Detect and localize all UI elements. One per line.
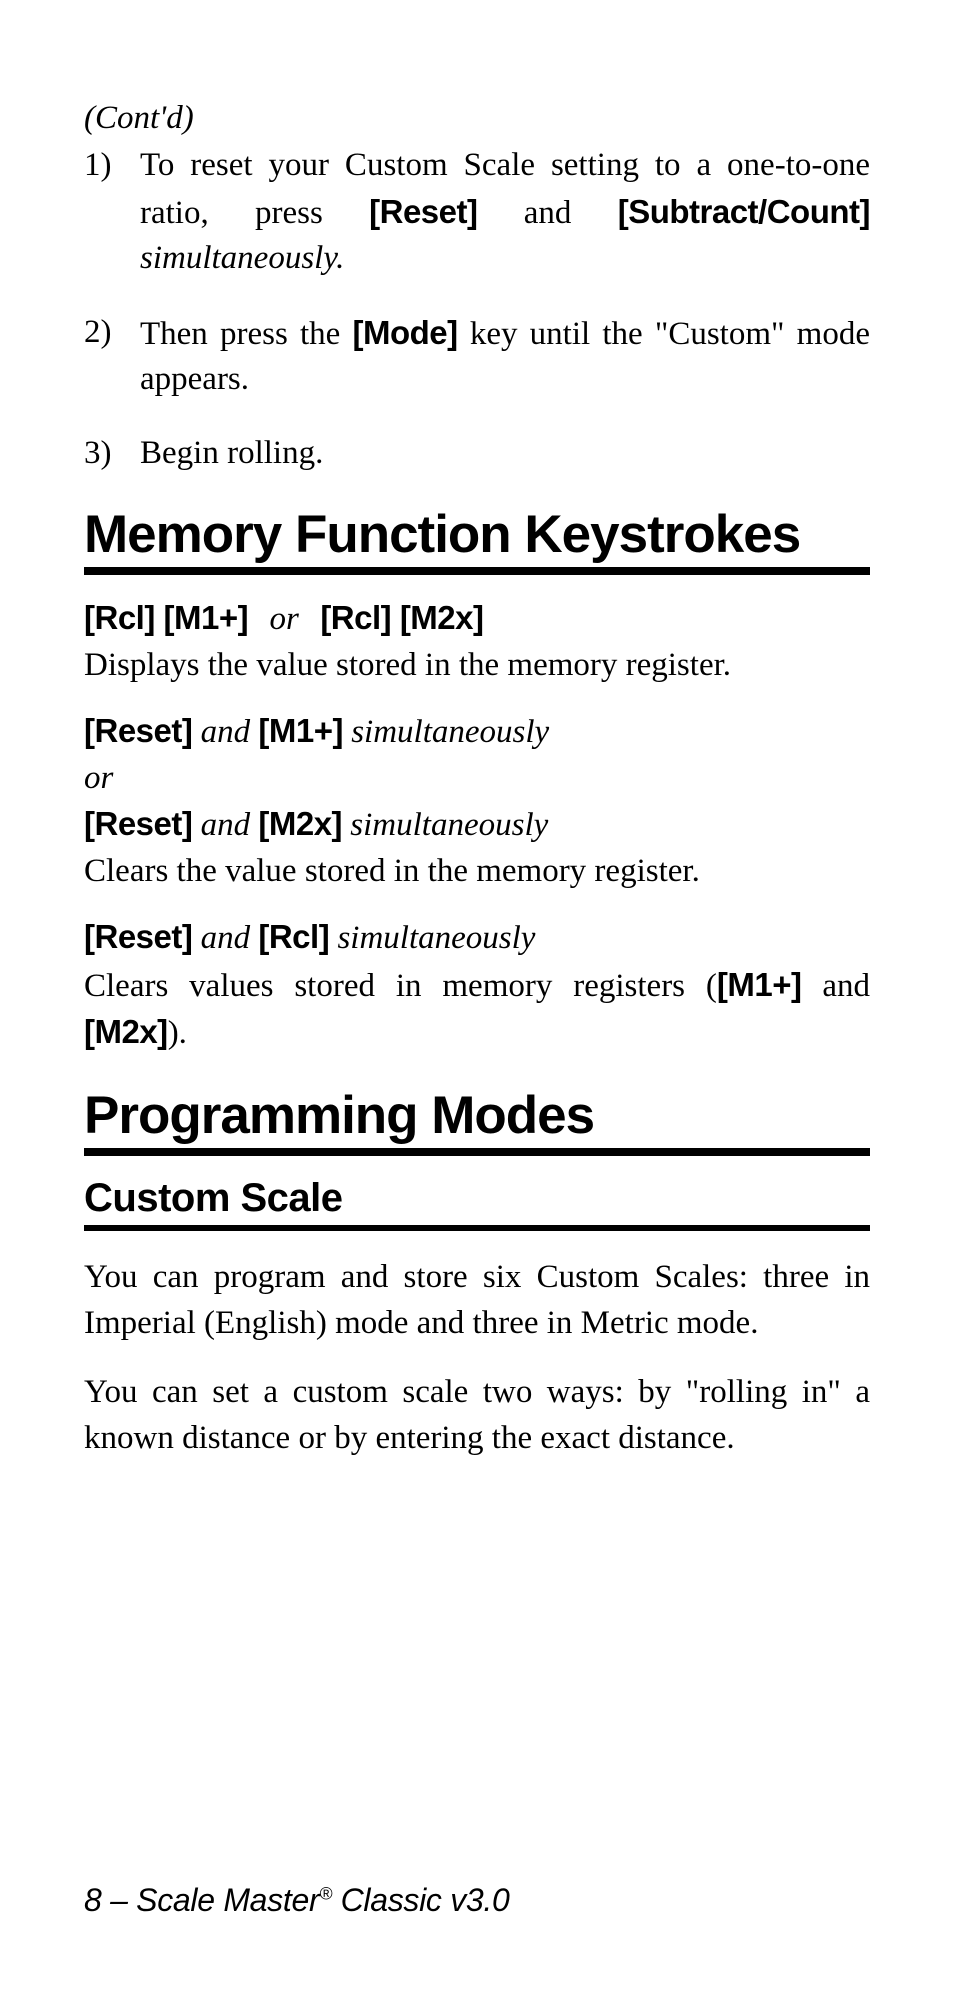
or-label: or [84,756,870,802]
text-run: and [801,968,870,1004]
simultaneously-label: simultaneously [350,807,548,843]
key-reset: [Reset] [84,712,192,749]
and-label: and [201,807,251,843]
key-subtract-count: [Subtract/Count] [618,193,870,230]
text-run: and [477,195,617,231]
key-m2: [M2x] [258,805,342,842]
step-number: 3) [84,431,140,477]
key-reset: [Reset] [369,193,477,230]
key-m2: [M2x] [84,1013,168,1050]
key-rcl: [Rcl] [258,918,329,955]
key-rcl-m1: [Rcl] [M1+] [84,599,248,636]
text-run: Then press the [140,316,353,352]
step-3: 3) Begin rolling. [84,431,870,477]
key-reset: [Reset] [84,918,192,955]
entry-description: Displays the value stored in the memory … [84,647,731,683]
registered-mark: ® [319,1883,332,1903]
step-2: 2) Then press the [Mode] key until the "… [84,310,870,403]
memory-entry-reset-rcl: [Reset] and [Rcl] simultaneously Clears … [84,914,870,1057]
text-run: ). [168,1015,187,1051]
heading-programming-modes: Programming Modes [84,1085,870,1156]
manual-page: (Cont'd) 1) To reset your Custom Scale s… [0,0,954,2009]
entry-description: Clears the value stored in the memory re… [84,853,700,889]
page-footer: 8 – Scale Master® Classic v3.0 [84,1882,509,1919]
simultaneously-label: simultaneously [337,920,535,956]
footer-prefix: 8 – Scale Master [84,1882,319,1918]
key-m1: [M1+] [258,712,343,749]
paragraph-custom-scale-1: You can program and store six Custom Sca… [84,1255,870,1346]
or-label: or [270,601,299,637]
subheading-custom-scale: Custom Scale [84,1176,870,1231]
key-mode: [Mode] [353,314,458,351]
text-run: Clears values stored in memory registers… [84,968,717,1004]
memory-entry-reset-m: [Reset] and [M1+] simultaneously or [Res… [84,708,870,894]
key-m1: [M1+] [717,966,802,1003]
text-run-italic: simultaneously. [140,240,344,276]
step-text: To reset your Custom Scale setting to a … [140,143,870,282]
step-text: Begin rolling. [140,431,870,477]
text-run: Begin rolling. [140,435,323,471]
step-1: 1) To reset your Custom Scale setting to… [84,143,870,282]
step-number: 2) [84,310,140,403]
heading-memory-function: Memory Function Keystrokes [84,504,870,575]
simultaneously-label: simultaneously [351,714,549,750]
and-label: and [201,714,251,750]
footer-suffix: Classic v3.0 [332,1882,510,1918]
continued-label: (Cont'd) [84,100,870,137]
memory-entry-rcl: [Rcl] [M1+] or [Rcl] [M2x] Displays the … [84,595,870,688]
paragraph-custom-scale-2: You can set a custom scale two ways: by … [84,1370,870,1461]
entry-description: Clears values stored in memory registers… [84,968,870,1052]
key-rcl-m2: [Rcl] [M2x] [320,599,483,636]
key-reset: [Reset] [84,805,192,842]
and-label: and [201,920,251,956]
step-number: 1) [84,143,140,282]
step-text: Then press the [Mode] key until the "Cus… [140,310,870,403]
